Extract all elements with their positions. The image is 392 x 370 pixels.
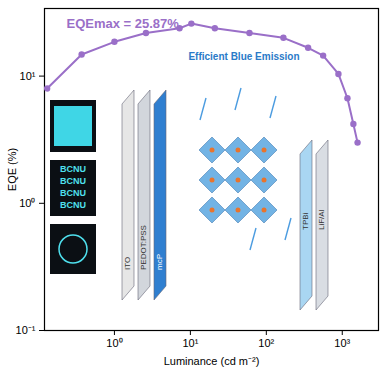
svg-text:10¹: 10¹ <box>20 70 36 82</box>
svg-text:BCNU: BCNU <box>60 200 86 210</box>
svg-text:EQEmax = 25.87%: EQEmax = 25.87% <box>67 16 180 31</box>
svg-text:BCNU: BCNU <box>60 188 86 198</box>
svg-text:10¹: 10¹ <box>182 337 198 349</box>
svg-text:LiF/Al: LiF/Al <box>317 209 326 230</box>
svg-text:mcP: mcP <box>155 254 164 270</box>
svg-text:PEDOT:PSS: PEDOT:PSS <box>139 225 148 270</box>
svg-text:Efficient Blue Emission: Efficient Blue Emission <box>188 51 299 62</box>
svg-text:10⁻¹: 10⁻¹ <box>16 324 36 336</box>
svg-text:BCNU: BCNU <box>60 176 86 186</box>
svg-text:Luminance (cd m⁻²): Luminance (cd m⁻²) <box>164 355 260 367</box>
svg-text:ITO: ITO <box>123 257 132 270</box>
svg-text:10²: 10² <box>258 337 274 349</box>
svg-text:10⁰: 10⁰ <box>19 197 35 209</box>
svg-text:10⁰: 10⁰ <box>106 337 122 349</box>
svg-text:EQE (%): EQE (%) <box>6 148 18 191</box>
svg-text:BCNU: BCNU <box>60 164 86 174</box>
svg-text:TPBi: TPBi <box>301 212 310 230</box>
svg-text:10³: 10³ <box>334 337 350 349</box>
